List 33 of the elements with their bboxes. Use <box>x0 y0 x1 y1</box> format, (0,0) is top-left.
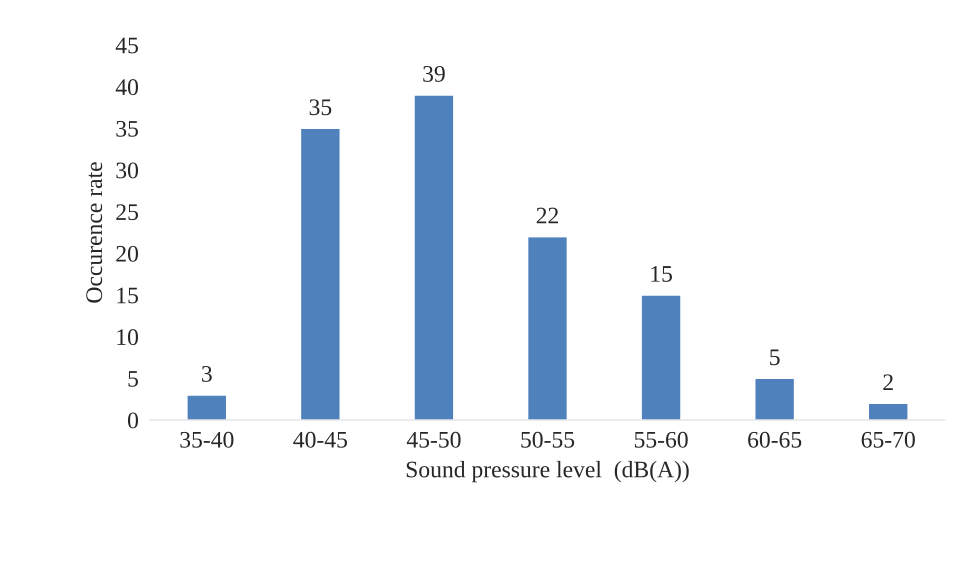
data-label: 35 <box>310 99 332 116</box>
y-tick-label: 15 <box>117 288 138 304</box>
y-tick-label: 0 <box>128 412 138 428</box>
bar <box>413 94 454 420</box>
bar <box>640 294 682 420</box>
bar <box>868 402 909 420</box>
x-tick-label: 60-65 <box>748 432 802 448</box>
x-axis-title: Sound pressure level (dB(A)) <box>406 460 689 482</box>
bar <box>526 236 568 420</box>
y-tick-label: 25 <box>116 204 138 220</box>
y-tick-label: 30 <box>116 162 138 178</box>
bar <box>186 394 228 420</box>
x-tick-label: 65-70 <box>862 432 915 448</box>
y-tick-label: 10 <box>117 329 138 346</box>
x-tick-label: 55-60 <box>634 432 688 448</box>
data-label: 2 <box>883 374 893 390</box>
y-tick-label: 5 <box>128 371 138 387</box>
data-label: 15 <box>651 266 672 282</box>
x-tick-label: 40-45 <box>293 432 347 448</box>
y-axis-title: Occurence rate <box>86 162 102 303</box>
bar <box>754 378 796 420</box>
x-tick-label: 50-55 <box>521 432 574 448</box>
y-tick-label: 45 <box>116 38 138 54</box>
data-label: 39 <box>423 66 445 82</box>
x-tick-label: 45-50 <box>406 432 461 448</box>
y-tick-label: 40 <box>116 79 138 96</box>
data-label: 5 <box>770 350 780 366</box>
x-tick-label: 35-40 <box>180 432 234 448</box>
data-label: 3 <box>202 366 212 382</box>
y-tick-label: 35 <box>116 120 138 137</box>
bar <box>300 128 341 420</box>
y-tick-label: 20 <box>116 246 138 262</box>
data-label: 22 <box>536 208 558 224</box>
